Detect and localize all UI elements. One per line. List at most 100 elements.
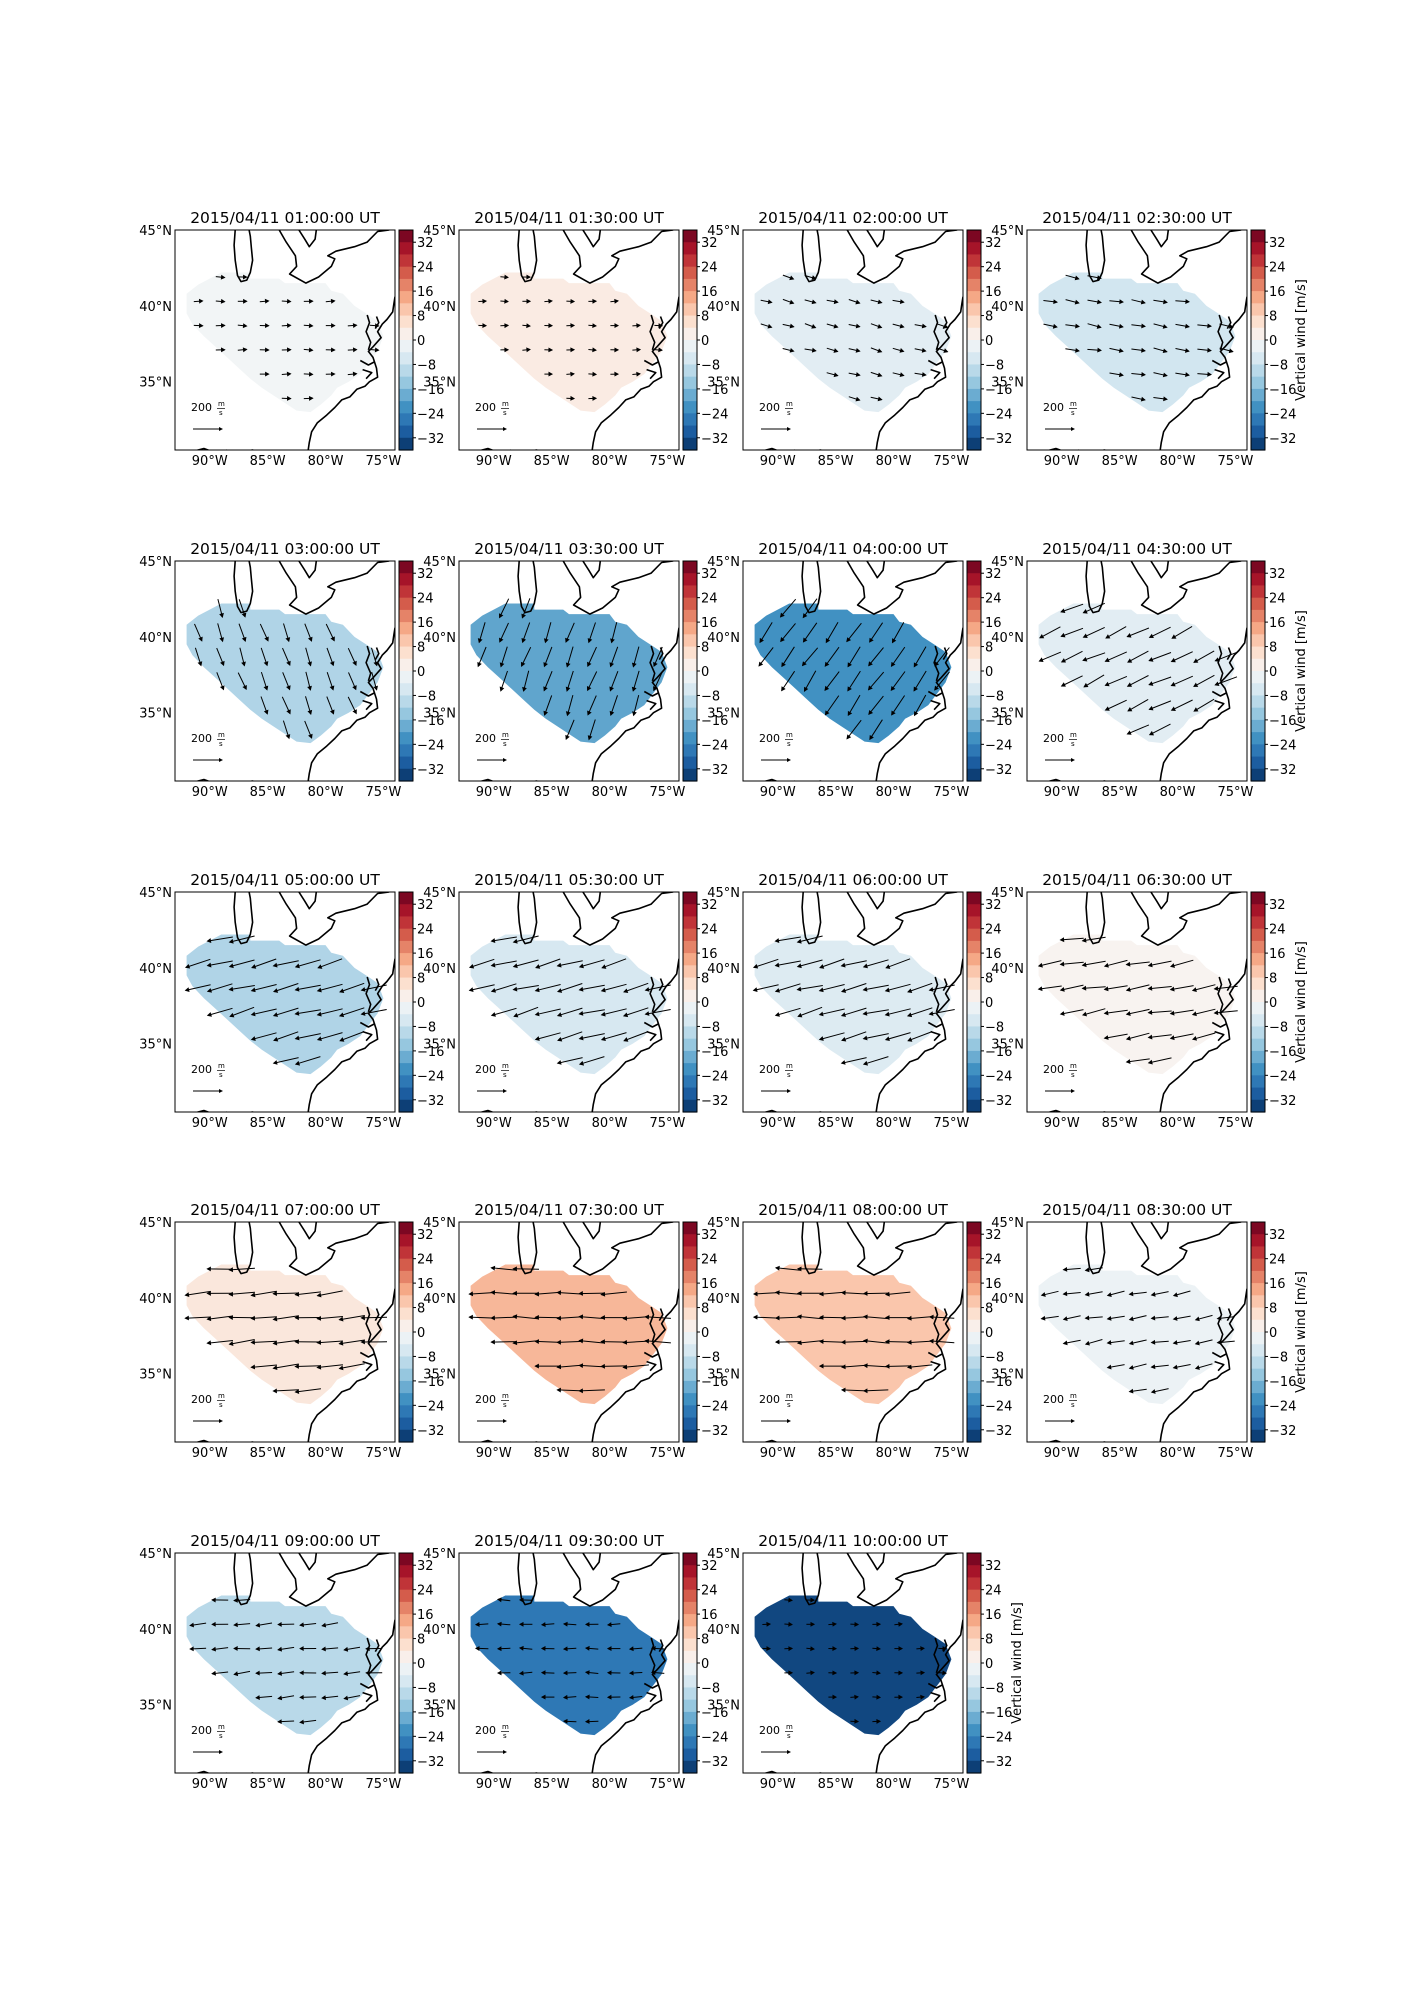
wind-arrow-head (1163, 299, 1168, 305)
wind-arrow-head (286, 660, 291, 666)
latitude-label: 45°N (991, 1216, 1024, 1231)
map-frame (458, 1221, 680, 1443)
colorbar-tick-label: 24 (701, 261, 718, 276)
colorbar-segment (683, 1429, 697, 1443)
colorbar-segment (399, 1270, 413, 1284)
wind-arrow-head (921, 347, 927, 353)
longitude-label: 90°W (760, 1446, 796, 1461)
wind-arrow-head (906, 1012, 913, 1018)
longitude-label: 90°W (1044, 1446, 1080, 1461)
wind-arrow-head (1214, 681, 1220, 687)
wind-arrow (579, 959, 605, 968)
wind-arrow-head (518, 1645, 524, 1651)
coastline-segment (365, 1637, 372, 1674)
latitude-label: 35°N (423, 376, 456, 391)
colorbar-tick-label: −16 (985, 1706, 1012, 1721)
coastline (1046, 892, 1247, 1112)
wind-arrow-head (285, 637, 291, 643)
colorbar-tick-label: 8 (417, 641, 425, 656)
wind-arrow-head (338, 1316, 344, 1322)
wind-arrow-head (562, 1621, 568, 1627)
colorbar-segment (1251, 352, 1265, 366)
longitude-label: 80°W (592, 785, 628, 800)
wind-arrow (775, 1341, 801, 1343)
wind-arrow (841, 1340, 867, 1343)
colorbar-segment (399, 1319, 413, 1333)
wind-arrow (798, 1006, 823, 1017)
colorbar-segment (683, 1026, 697, 1040)
latitude-label: 40°N (423, 962, 456, 977)
wind-arrow (273, 983, 299, 993)
colorbar-segment (1251, 291, 1265, 304)
wind-arrow (623, 1316, 649, 1320)
coastline-segment (278, 230, 390, 284)
wind-arrow-head (636, 371, 641, 377)
longitude-label: 75°W (1217, 1116, 1253, 1131)
colorbar-segment (683, 1283, 697, 1296)
wind-arrow-head (1062, 1316, 1068, 1322)
colorbar-segment (399, 1711, 413, 1725)
wind-arrow-head (1081, 985, 1087, 991)
wind-arrow-head (818, 1291, 824, 1297)
wind-arrow-head (490, 1290, 496, 1295)
wind-arrow-head (316, 1292, 322, 1298)
wind-arrow (535, 1032, 561, 1040)
colorbar-segment (967, 1417, 981, 1431)
coastline-segment (762, 1109, 779, 1112)
wind-arrow (819, 1316, 845, 1319)
colorbar-segment (967, 1650, 981, 1664)
wind-arrow-head (1141, 372, 1146, 377)
colorbar-segment (967, 315, 981, 329)
wind-arrow-head (272, 1060, 278, 1065)
wind-arrow-head (1053, 299, 1058, 305)
wind-arrow-head (294, 1291, 300, 1297)
wind-arrow-head (877, 372, 883, 378)
coastline-segment (846, 1553, 958, 1607)
colorbar-segment (683, 585, 697, 599)
vertical-wind-field (470, 934, 668, 1075)
wind-arrow-head (277, 1646, 282, 1652)
wind-arrow-head (758, 661, 764, 667)
colorbar-segment (683, 658, 697, 672)
wind-arrow-head (584, 1694, 590, 1700)
wind-arrow-head (1084, 1291, 1090, 1297)
wind-arrow (295, 1365, 322, 1367)
wind-arrow-head (811, 299, 817, 305)
wind-arrow-head (819, 964, 825, 969)
wind-arrow (1039, 626, 1061, 639)
wind-arrow (868, 647, 884, 666)
coastline-segment (1130, 892, 1242, 946)
colorbar-tick-label: 32 (417, 898, 434, 913)
scale-unit-numerator: m (218, 1392, 225, 1400)
colorbar-tick-label: 16 (985, 1608, 1002, 1623)
colorbar-segment (399, 634, 413, 648)
colorbar-segment (967, 989, 981, 1003)
wind-arrow (775, 936, 801, 942)
colorbar-tick-label: −24 (985, 1730, 1012, 1745)
wind-arrow-head (184, 1315, 189, 1321)
wind-arrow-head (584, 1670, 590, 1675)
colorbar-tick-label: 0 (417, 1657, 425, 1672)
coastline-segment (930, 368, 941, 380)
colorbar-segment (683, 1234, 697, 1248)
colorbar-segment (683, 561, 697, 574)
wind-arrow-head (250, 1011, 256, 1017)
colorbar-tick-label: −16 (1269, 383, 1296, 398)
wind-arrow-head (884, 1363, 890, 1369)
wind-arrow-head (512, 963, 518, 969)
colorbar-tick-label: −24 (701, 1069, 728, 1084)
colorbar-segment (683, 1356, 697, 1370)
colorbar-segment (683, 1368, 697, 1382)
colorbar-segment (1251, 1050, 1265, 1064)
colorbar-tick-label: 8 (1269, 972, 1277, 987)
colorbar-segment (967, 303, 981, 317)
wind-arrow (797, 1315, 823, 1320)
wind-arrow (469, 1316, 495, 1319)
colorbar-segment (1251, 928, 1265, 942)
coastline-segment (365, 976, 372, 1013)
scale-arrow-head (219, 758, 223, 762)
wind-arrow-head (766, 1646, 772, 1652)
colorbar-tick-label: 24 (1269, 261, 1286, 276)
coastline-segment (582, 561, 602, 579)
coastline-segment (374, 647, 380, 661)
